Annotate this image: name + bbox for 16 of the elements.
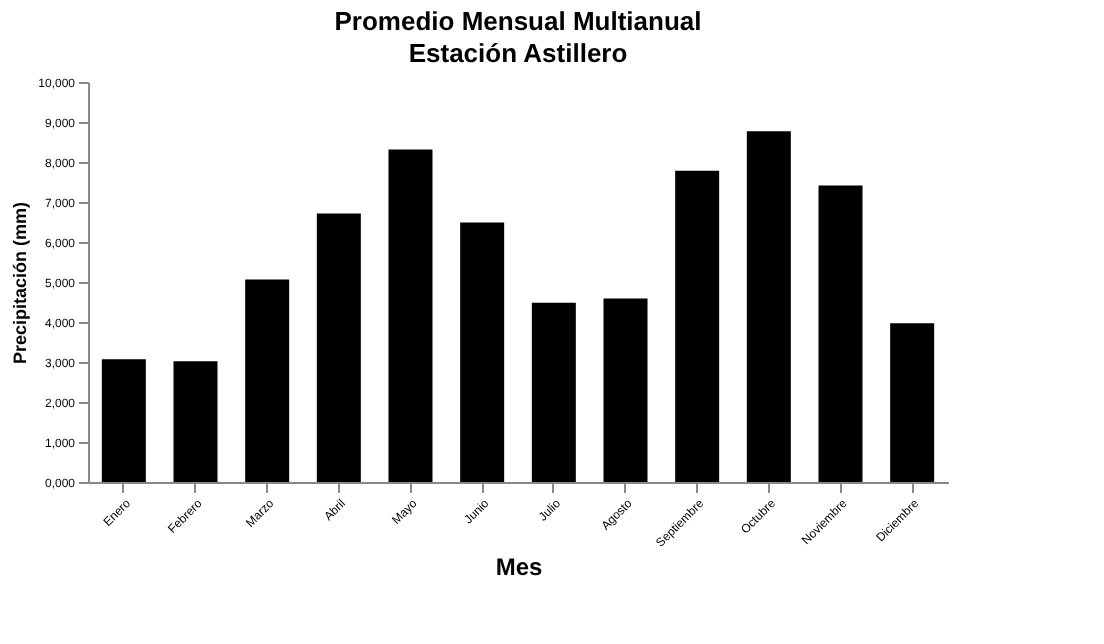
bar (818, 185, 863, 482)
x-axis-title: Mes (495, 552, 543, 581)
bar (101, 359, 146, 482)
bar (460, 222, 505, 482)
bar (675, 170, 720, 482)
bar (531, 302, 576, 482)
y-axis-title: Precipitación (mm) (10, 201, 31, 365)
bar (173, 361, 218, 482)
bar (746, 131, 791, 482)
bar (890, 323, 935, 482)
chart-subtitle: Estación Astillero (408, 38, 628, 68)
bar (316, 213, 361, 482)
chart-title: Promedio Mensual Multianual (334, 6, 702, 36)
bar (245, 279, 290, 482)
bar (388, 149, 433, 482)
bar (603, 298, 648, 482)
